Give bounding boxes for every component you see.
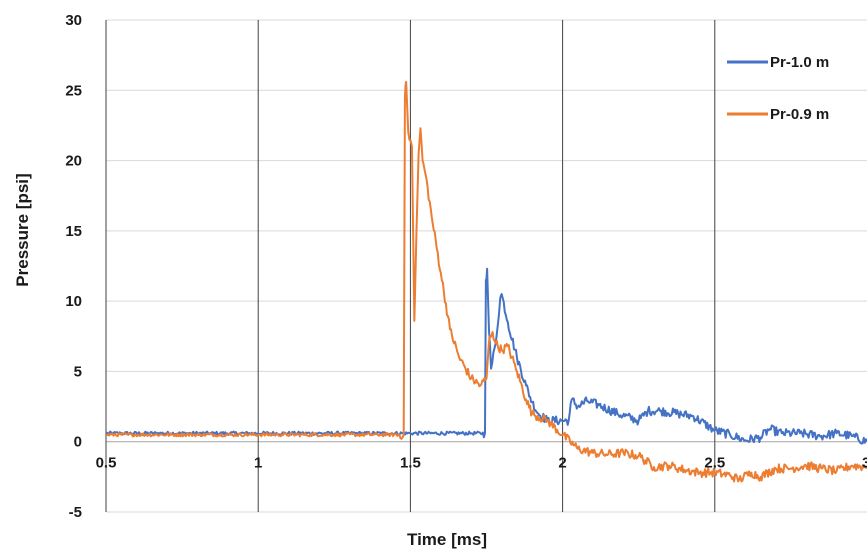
legend-label: Pr-1.0 m <box>770 54 829 71</box>
x-tick-label: 1 <box>254 455 262 472</box>
x-tick-label: 2.5 <box>704 455 725 472</box>
y-tick-label: 20 <box>65 153 82 170</box>
x-tick-label: 0.5 <box>96 455 117 472</box>
y-tick-label: 0 <box>74 434 82 451</box>
y-tick-labels: -5 0 5 10 15 20 25 30 <box>65 12 82 521</box>
x-tick-label: 2 <box>558 455 566 472</box>
legend-label: Pr-0.9 m <box>770 106 829 123</box>
y-axis-title: Pressure [psi] <box>13 173 32 286</box>
y-tick-label: 10 <box>65 293 82 310</box>
x-tick-labels: 0.5 1 1.5 2 2.5 3 <box>96 455 867 472</box>
y-tick-label: 30 <box>65 12 82 29</box>
y-tick-label: 15 <box>65 223 82 240</box>
x-axis-title: Time [ms] <box>407 530 487 549</box>
y-tick-label: -5 <box>69 504 82 521</box>
series-line-2 <box>105 80 867 483</box>
x-tick-label: 3 <box>862 455 867 472</box>
x-tick-label: 1.5 <box>400 455 421 472</box>
y-tick-label: 25 <box>65 82 82 99</box>
y-tick-label: 5 <box>74 363 82 380</box>
plot-series <box>105 80 867 483</box>
series-line-1 <box>105 267 867 445</box>
legend: Pr-1.0 m Pr-0.9 m <box>727 54 829 123</box>
